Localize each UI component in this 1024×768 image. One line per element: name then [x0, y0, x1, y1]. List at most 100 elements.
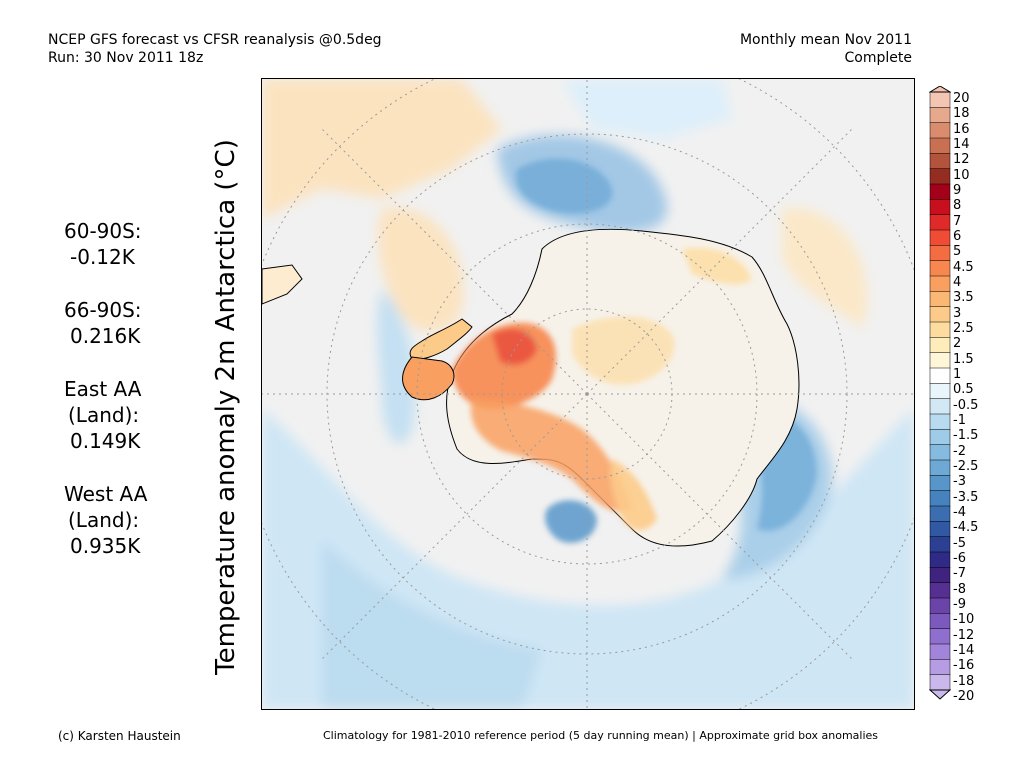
colorbar-tick-label: 12: [953, 152, 970, 168]
colorbar-tick-label: -9: [953, 597, 966, 612]
cool-cores: [516, 158, 817, 543]
colorbar-swatch: [929, 291, 951, 308]
land-warm-anomalies: [452, 247, 752, 531]
colorbar-swatch: [929, 567, 951, 584]
stat-block-west-aa: West AA (Land): 0.935K: [64, 481, 147, 559]
colorbar-top-arrow: [929, 86, 951, 93]
colorbar-swatch: [929, 321, 951, 338]
colorbar-tick-label: -3: [953, 474, 966, 490]
colorbar-swatch: [929, 643, 951, 660]
colorbar-swatch: [929, 183, 951, 200]
colorbar-swatch: [929, 597, 951, 614]
colorbar-tick-label: 10: [953, 167, 970, 183]
colorbar-tick-label: 1.5: [953, 351, 974, 367]
colorbar-tick-label: -2.5: [953, 459, 979, 474]
meridian: [586, 128, 853, 395]
stat-label: East AA: [64, 377, 142, 401]
colorbar-tick-label: -14: [953, 643, 975, 658]
colorbar-swatch: [929, 199, 951, 216]
south-america-tip: [262, 264, 303, 305]
cool-core-weddell: [516, 158, 613, 214]
colorbar-swatch: [929, 459, 951, 476]
header-right: Monthly mean Nov 2011 Complete: [740, 31, 912, 67]
period-line-2: Complete: [844, 50, 912, 66]
footer-note: Climatology for 1981-2010 reference peri…: [323, 729, 879, 742]
colorbar-tick-label: -4.5: [953, 520, 979, 536]
colorbar-swatch: [929, 536, 951, 553]
colorbar-tick-label: -1.5: [953, 428, 979, 444]
footer-credit: (c) Karsten Haustein: [58, 729, 181, 743]
colorbar-swatch: [929, 306, 951, 323]
stat-value: -0.12K: [70, 245, 135, 269]
colorbar-tick-label: 9: [953, 183, 962, 198]
meridian: [321, 128, 588, 395]
peninsula-base: [402, 356, 455, 401]
colorbar-swatch: [929, 383, 951, 400]
colorbar-swatch: [929, 153, 951, 170]
stat-label: (Land):: [68, 508, 140, 532]
colorbar-tick-label: -7: [953, 566, 966, 582]
cool-field-bellingshausen: [377, 289, 416, 444]
anomaly-map: [261, 78, 915, 710]
colorbar-tick-label: -1: [953, 413, 966, 428]
colorbar-tick-label: -2: [953, 443, 966, 459]
meridian: [586, 393, 853, 660]
colorbar-swatch: [929, 613, 951, 630]
graticule: [262, 79, 914, 709]
cool-field-n: [562, 79, 732, 139]
colorbar-tick-label: 3: [953, 305, 962, 321]
colorbar-swatch: [929, 245, 951, 262]
colorbar-swatch: [929, 521, 951, 538]
colorbar-tick-label: 2: [953, 336, 962, 352]
colorbar-swatch: [929, 229, 951, 246]
stat-block-60-90s: 60-90S: -0.12K: [64, 218, 147, 270]
colorbar-tick-label: 7: [953, 213, 962, 229]
cool-core-ross: [545, 500, 597, 543]
colorbar-tick-label: 1: [953, 367, 962, 382]
colorbar-tick-label: 18: [953, 106, 970, 122]
colorbar-swatch: [929, 367, 951, 384]
stats-panel: 60-90S: -0.12K 66-90S: 0.216K East AA (L…: [64, 218, 147, 586]
colorbar-swatch: [929, 628, 951, 645]
colorbar-tick-label: -4: [953, 505, 966, 520]
colorbar-tick-label: -3.5: [953, 489, 979, 505]
colorbar-tick-label: -10: [953, 612, 975, 628]
title-line-1: NCEP GFS forecast vs CFSR reanalysis @0.…: [48, 32, 382, 48]
colorbar-tick-label: -0.5: [953, 397, 979, 413]
stat-label: West AA: [64, 482, 148, 506]
colorbar-swatches: [929, 91, 951, 691]
anomaly-map-svg: [262, 79, 914, 709]
colorbar-tick-label: 4.5: [953, 259, 974, 275]
title-line-2: Run: 30 Nov 2011 18z: [48, 50, 204, 66]
period-line-1: Monthly mean Nov 2011: [739, 32, 912, 48]
warm-field-queen-maud: [682, 247, 752, 285]
meridian: [321, 393, 588, 660]
colorbar-swatch: [929, 429, 951, 446]
colorbar-tick-label: -16: [953, 658, 975, 674]
warm-field-interior: [572, 316, 675, 385]
colorbar-tick-label: 14: [953, 137, 970, 152]
warm-field-ross-ice: [470, 399, 632, 512]
stat-value: 0.216K: [70, 324, 141, 348]
warm-field-w: [377, 207, 464, 332]
colorbar-swatch: [929, 168, 951, 185]
colorbar-tick-label: 3.5: [953, 290, 974, 306]
colorbar-swatch: [929, 398, 951, 415]
stat-value: 0.935K: [70, 534, 141, 558]
colorbar-swatch: [929, 674, 951, 691]
colorbar-swatch: [929, 659, 951, 676]
colorbar-swatch: [929, 91, 951, 108]
stat-label: (Land):: [68, 403, 140, 427]
hot-spot-marie-byrd: [492, 329, 537, 365]
colorbar-swatch: [929, 337, 951, 354]
colorbar-swatch: [929, 551, 951, 568]
colorbar-tick-label: 20: [953, 91, 970, 106]
header-left: NCEP GFS forecast vs CFSR reanalysis @0.…: [48, 31, 382, 67]
warm-field-e: [782, 208, 868, 329]
colorbar-swatch: [929, 505, 951, 522]
colorbar-swatch: [929, 275, 951, 292]
colorbar-swatch: [929, 490, 951, 507]
stat-label: 66-90S:: [64, 298, 142, 322]
colorbar-tick-label: 4: [953, 275, 962, 290]
stat-value: 0.149K: [70, 429, 141, 453]
